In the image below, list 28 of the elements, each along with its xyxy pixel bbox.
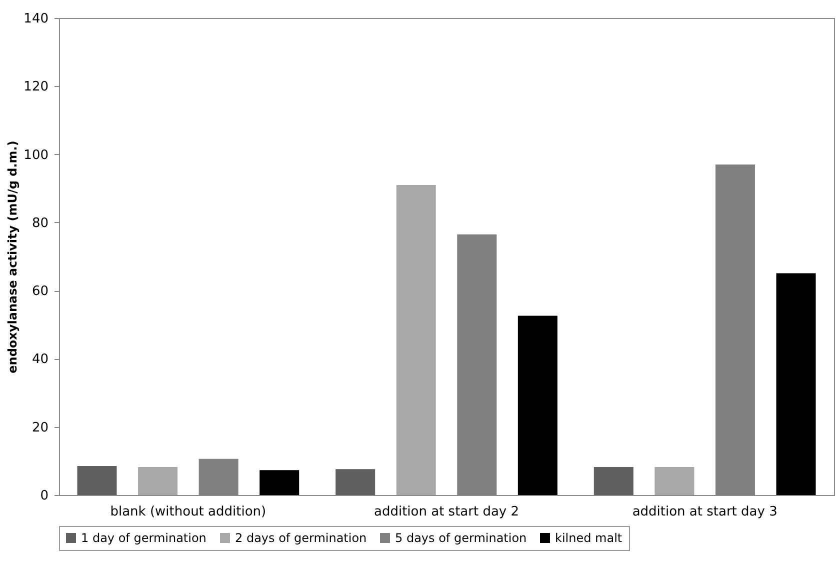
- bar: [336, 469, 376, 495]
- y-tick-label: 20: [32, 420, 48, 436]
- y-tick-label: 60: [32, 284, 48, 300]
- bar: [654, 467, 694, 495]
- y-tick-label: 100: [24, 148, 48, 163]
- legend-label: 5 days of germination: [395, 531, 527, 545]
- legend-label: 1 day of germination: [81, 531, 206, 545]
- y-tick-label: 0: [40, 488, 48, 504]
- x-tick-label: addition at start day 3: [632, 504, 778, 520]
- bar: [457, 234, 497, 495]
- y-tick-label: 140: [24, 12, 48, 26]
- bar: [396, 184, 436, 495]
- x-tick-label: addition at start day 2: [374, 504, 520, 520]
- legend-label: 2 days of germination: [235, 531, 367, 545]
- bar: [198, 458, 238, 495]
- bar: [776, 273, 816, 495]
- bar: [594, 467, 634, 495]
- y-tick-label: 40: [32, 352, 48, 368]
- bar: [518, 316, 558, 495]
- bar: [715, 164, 755, 495]
- y-tick-label: 120: [24, 80, 48, 95]
- bar: [260, 470, 300, 495]
- legend-label: kilned malt: [555, 531, 622, 545]
- bar: [77, 466, 117, 495]
- x-tick-label: blank (without addition): [110, 504, 266, 520]
- bar: [138, 467, 178, 495]
- y-tick-label: 80: [32, 216, 48, 231]
- y-axis-title: endoxylanase activity (mU/g d.m.): [6, 140, 20, 374]
